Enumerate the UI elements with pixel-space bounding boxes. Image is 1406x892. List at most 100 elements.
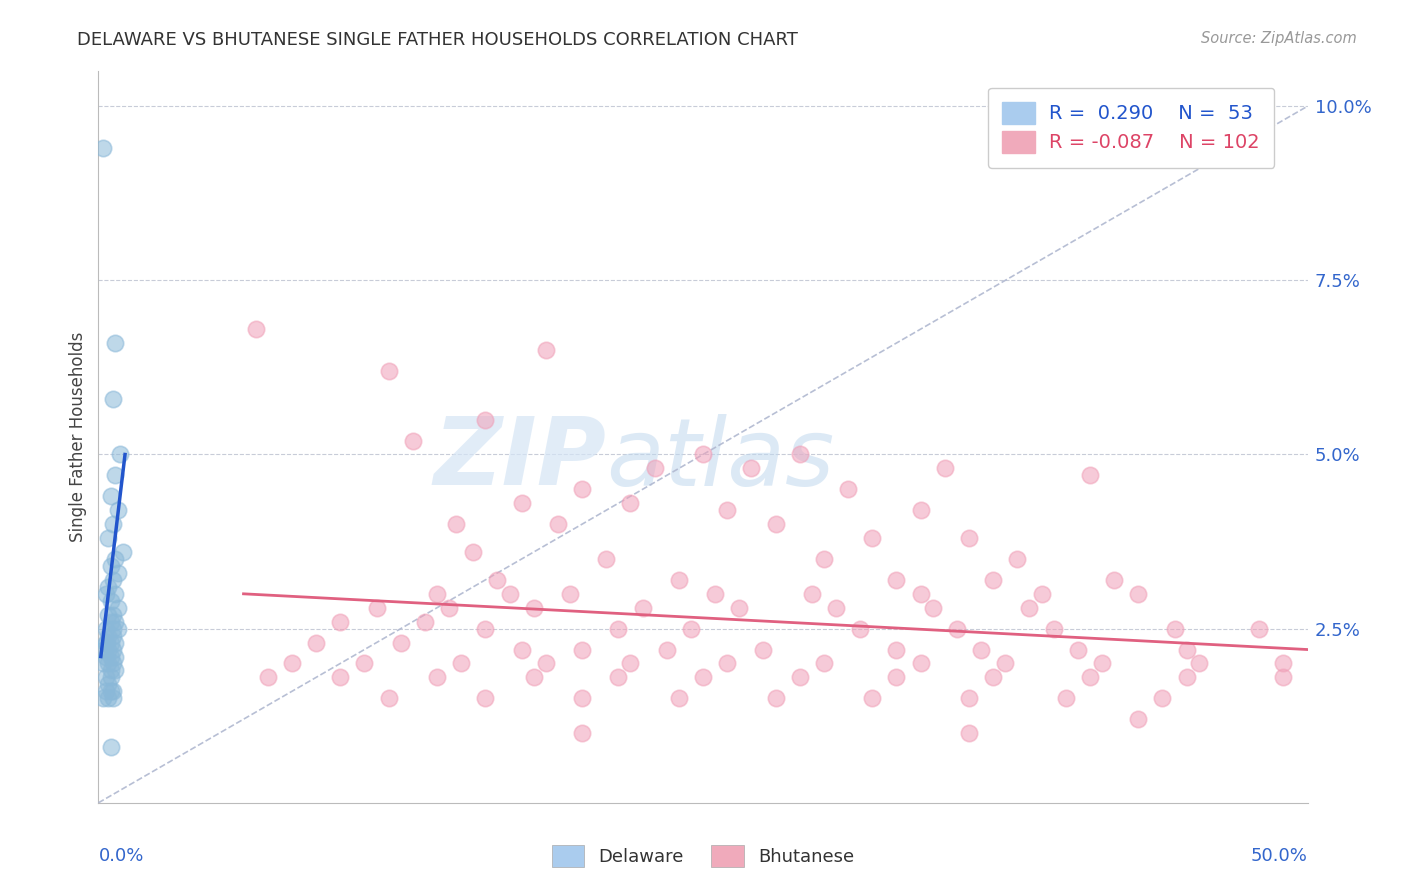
Point [1128, 587, 1150, 601]
Point [94, 587, 117, 601]
Point [94, 649, 117, 664]
Point [104, 615, 127, 629]
Point [910, 587, 932, 601]
Point [101, 642, 124, 657]
Point [957, 726, 980, 740]
Point [377, 691, 399, 706]
Point [100, 670, 122, 684]
Point [97, 607, 120, 622]
Point [655, 642, 678, 657]
Point [498, 587, 520, 601]
Point [619, 657, 641, 671]
Point [558, 587, 581, 601]
Point [91, 691, 114, 706]
Point [107, 566, 129, 580]
Point [329, 670, 352, 684]
Point [595, 552, 617, 566]
Point [789, 670, 811, 684]
Point [1031, 587, 1053, 601]
Point [377, 364, 399, 378]
Point [886, 573, 908, 587]
Point [97, 629, 120, 643]
Point [97, 642, 120, 657]
Point [474, 412, 496, 426]
Point [97, 677, 120, 691]
Point [946, 622, 969, 636]
Point [1128, 712, 1150, 726]
Point [849, 622, 872, 636]
Point [1175, 670, 1198, 684]
Point [1078, 670, 1101, 684]
Point [426, 587, 449, 601]
Point [1249, 622, 1271, 636]
Point [94, 635, 117, 649]
Point [716, 657, 738, 671]
Point [104, 664, 127, 678]
Point [970, 642, 993, 657]
Point [104, 649, 127, 664]
Point [704, 587, 727, 601]
Point [1188, 657, 1211, 671]
Point [402, 434, 425, 448]
Text: 0.0%: 0.0% [98, 847, 143, 864]
Point [474, 691, 496, 706]
Point [981, 573, 1004, 587]
Point [921, 600, 943, 615]
Point [104, 587, 127, 601]
Point [752, 642, 775, 657]
Point [1272, 670, 1295, 684]
Point [619, 496, 641, 510]
Point [101, 392, 124, 406]
Point [1175, 642, 1198, 657]
Point [957, 691, 980, 706]
Point [97, 580, 120, 594]
Point [100, 649, 122, 664]
Point [100, 664, 122, 678]
Point [101, 607, 124, 622]
Point [825, 600, 848, 615]
Point [813, 657, 835, 671]
Point [104, 635, 127, 649]
Point [716, 503, 738, 517]
Point [245, 322, 267, 336]
Point [1018, 600, 1040, 615]
Point [740, 461, 762, 475]
Point [100, 489, 122, 503]
Legend: R =  0.290    N =  53, R = -0.087    N = 102: R = 0.290 N = 53, R = -0.087 N = 102 [988, 87, 1274, 168]
Point [366, 600, 388, 615]
Point [97, 691, 120, 706]
Point [523, 670, 546, 684]
Point [97, 657, 120, 671]
Point [571, 691, 593, 706]
Point [104, 468, 127, 483]
Point [571, 483, 593, 497]
Point [353, 657, 375, 671]
Point [886, 642, 908, 657]
Point [510, 496, 533, 510]
Point [329, 615, 352, 629]
Point [100, 615, 122, 629]
Point [837, 483, 859, 497]
Point [101, 622, 124, 636]
Point [104, 552, 127, 566]
Point [765, 517, 787, 532]
Point [450, 657, 472, 671]
Point [100, 558, 122, 573]
Point [100, 594, 122, 608]
Point [534, 343, 557, 357]
Point [860, 691, 883, 706]
Point [1042, 622, 1064, 636]
Point [668, 573, 690, 587]
Point [1007, 552, 1029, 566]
Point [1152, 691, 1174, 706]
Point [111, 545, 134, 559]
Point [305, 635, 328, 649]
Point [765, 691, 787, 706]
Point [886, 670, 908, 684]
Point [860, 531, 883, 545]
Point [94, 684, 117, 698]
Point [789, 448, 811, 462]
Point [101, 573, 124, 587]
Point [101, 657, 124, 671]
Text: ZIP: ZIP [433, 413, 606, 505]
